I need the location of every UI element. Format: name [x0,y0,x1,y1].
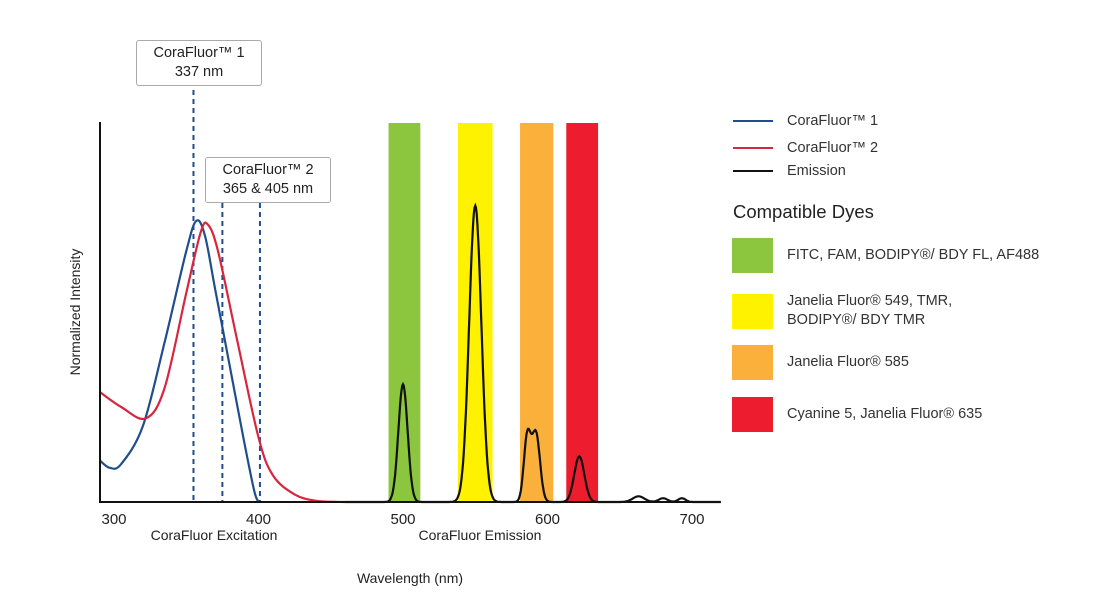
legend-item-corafluor1: CoraFluor™ 1 [733,113,878,129]
dye-item-yellow: Janelia Fluor® 549, TMR, BODIPY®/ BDY TM… [732,292,1110,330]
section-label-excitation: CoraFluor Excitation [151,527,278,543]
legend-line-blue [733,120,773,122]
dye-item-red: Cyanine 5, Janelia Fluor® 635 [732,397,1110,432]
legend-line-black [733,170,773,172]
dye-label: FITC, FAM, BODIPY®/ BDY FL, AF488 [787,247,1040,263]
compatible-dyes-title: Compatible Dyes [733,201,874,222]
x-tick-label: 500 [390,511,415,528]
legend-item-emission: Emission [733,163,846,179]
x-tick-label: 600 [535,511,560,528]
callout-corafluor2: CoraFluor™ 2 365 & 405 nm [205,157,331,203]
dye-item-green: FITC, FAM, BODIPY®/ BDY FL, AF488 [732,238,1110,273]
dye-swatch [732,345,773,380]
series-corafluor1 [98,219,260,503]
callout-corafluor1-wavelength: 337 nm [174,64,224,80]
legend-label: Emission [787,163,846,179]
legend-label: CoraFluor™ 2 [787,140,879,156]
x-tick-label: 300 [101,511,126,528]
dye-item-orange: Janelia Fluor® 585 [732,345,1110,380]
series-corafluor2 [98,221,346,504]
dye-swatch [732,293,773,329]
dye-band-3 [566,123,599,502]
series-emission [345,202,721,504]
dye-label: Janelia Fluor® 549, TMR, BODIPY®/ BDY TM… [787,293,953,328]
dye-label: Janelia Fluor® 585 [787,354,909,370]
legend-line-red [733,147,773,149]
callout-corafluor2-wavelength: 365 & 405 nm [222,181,314,197]
x-axis-label: Wavelength (nm) [357,570,463,586]
section-label-emission: CoraFluor Emission [419,527,542,543]
dye-swatch [732,238,773,273]
legend-item-corafluor2: CoraFluor™ 2 [733,140,878,156]
x-tick-label: 700 [679,511,704,528]
dye-label: Cyanine 5, Janelia Fluor® 635 [787,406,983,422]
legend-label: CoraFluor™ 1 [787,113,879,129]
dye-band-0 [388,123,421,502]
callout-corafluor1-name: CoraFluor™ 1 [153,45,245,61]
y-axis-label: Normalized Intensity [67,249,83,376]
dye-swatch [732,397,773,432]
callout-corafluor1: CoraFluor™ 1 337 nm [136,40,262,86]
callout-corafluor2-name: CoraFluor™ 2 [222,162,314,178]
x-tick-label: 400 [246,511,271,528]
